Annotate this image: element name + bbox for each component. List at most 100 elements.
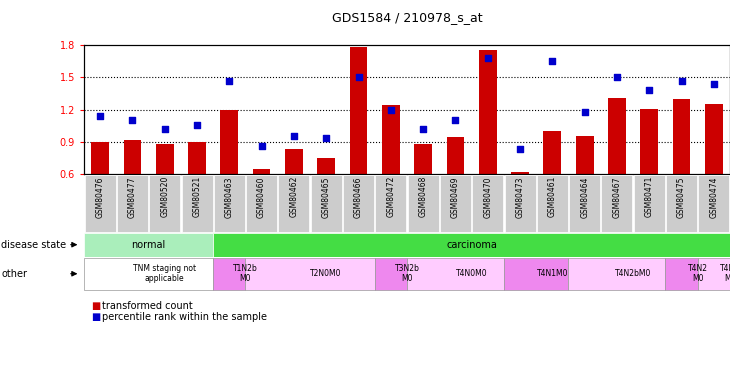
- Text: GSM80520: GSM80520: [160, 176, 169, 218]
- FancyBboxPatch shape: [84, 232, 213, 257]
- Text: normal: normal: [131, 240, 166, 250]
- Text: GSM80476: GSM80476: [96, 176, 104, 218]
- Text: T2N0M0: T2N0M0: [310, 269, 342, 278]
- Text: GSM80521: GSM80521: [193, 176, 201, 218]
- Point: [126, 117, 138, 123]
- Text: GSM80465: GSM80465: [322, 176, 331, 218]
- Text: GSM80464: GSM80464: [580, 176, 589, 218]
- Text: T4N2bM0: T4N2bM0: [615, 269, 651, 278]
- Bar: [91, 142, 109, 174]
- FancyBboxPatch shape: [504, 258, 569, 290]
- FancyBboxPatch shape: [472, 175, 503, 232]
- FancyBboxPatch shape: [602, 175, 632, 232]
- Text: T3N2b
M0: T3N2b M0: [394, 264, 420, 284]
- Text: transformed count: transformed count: [102, 301, 193, 310]
- Text: GSM80466: GSM80466: [354, 176, 363, 218]
- FancyBboxPatch shape: [569, 175, 600, 232]
- Bar: [414, 144, 432, 174]
- Text: GSM80471: GSM80471: [645, 176, 654, 218]
- Point: [579, 109, 591, 115]
- FancyBboxPatch shape: [311, 175, 342, 232]
- Text: GSM80477: GSM80477: [128, 176, 137, 218]
- Point: [450, 117, 461, 123]
- Text: GSM80461: GSM80461: [548, 176, 557, 218]
- FancyBboxPatch shape: [246, 175, 277, 232]
- Text: ■: ■: [91, 312, 101, 322]
- Bar: [511, 172, 529, 174]
- Point: [547, 57, 558, 63]
- Text: GSM80460: GSM80460: [257, 176, 266, 218]
- Text: disease state: disease state: [1, 240, 66, 250]
- Bar: [576, 136, 593, 174]
- Bar: [123, 140, 142, 174]
- Bar: [640, 109, 658, 174]
- Point: [482, 55, 493, 61]
- Point: [385, 106, 396, 112]
- FancyBboxPatch shape: [440, 175, 471, 232]
- Bar: [285, 148, 303, 174]
- Text: GSM80475: GSM80475: [677, 176, 686, 218]
- Point: [159, 126, 171, 132]
- Point: [288, 133, 300, 139]
- FancyBboxPatch shape: [149, 175, 180, 232]
- Point: [676, 78, 688, 84]
- FancyBboxPatch shape: [666, 175, 697, 232]
- FancyBboxPatch shape: [537, 175, 568, 232]
- FancyBboxPatch shape: [375, 175, 407, 232]
- FancyBboxPatch shape: [343, 175, 374, 232]
- Point: [708, 81, 720, 87]
- Text: other: other: [1, 269, 28, 279]
- Bar: [543, 131, 561, 174]
- Bar: [253, 169, 271, 174]
- FancyBboxPatch shape: [698, 258, 730, 290]
- Bar: [382, 105, 400, 174]
- FancyBboxPatch shape: [213, 232, 730, 257]
- Bar: [608, 98, 626, 174]
- Text: GSM80463: GSM80463: [225, 176, 234, 218]
- FancyBboxPatch shape: [407, 258, 504, 290]
- Text: GSM80470: GSM80470: [483, 176, 492, 218]
- Text: GSM80462: GSM80462: [289, 176, 299, 218]
- Text: GSM80472: GSM80472: [386, 176, 396, 218]
- Text: GSM80469: GSM80469: [451, 176, 460, 218]
- Text: GSM80474: GSM80474: [710, 176, 718, 218]
- FancyBboxPatch shape: [699, 175, 729, 232]
- Text: GDS1584 / 210978_s_at: GDS1584 / 210978_s_at: [331, 11, 483, 24]
- Point: [255, 143, 267, 149]
- Bar: [188, 142, 206, 174]
- Bar: [318, 158, 335, 174]
- Text: T1N2b
M0: T1N2b M0: [233, 264, 258, 284]
- Text: T4N0M0: T4N0M0: [456, 269, 488, 278]
- Bar: [479, 50, 496, 174]
- FancyBboxPatch shape: [117, 175, 148, 232]
- Text: GSM80473: GSM80473: [515, 176, 525, 218]
- Text: TNM staging not
applicable: TNM staging not applicable: [133, 264, 196, 284]
- FancyBboxPatch shape: [569, 258, 666, 290]
- Text: T4N1M0: T4N1M0: [537, 269, 568, 278]
- Point: [191, 122, 203, 128]
- FancyBboxPatch shape: [85, 175, 115, 232]
- FancyBboxPatch shape: [84, 258, 213, 290]
- Bar: [350, 47, 367, 174]
- Point: [353, 74, 364, 80]
- FancyBboxPatch shape: [407, 175, 439, 232]
- Point: [611, 74, 623, 80]
- Bar: [705, 104, 723, 174]
- FancyBboxPatch shape: [666, 258, 698, 290]
- FancyBboxPatch shape: [213, 258, 245, 290]
- FancyBboxPatch shape: [182, 175, 212, 232]
- Bar: [447, 136, 464, 174]
- FancyBboxPatch shape: [374, 258, 407, 290]
- Text: percentile rank within the sample: percentile rank within the sample: [102, 312, 267, 322]
- Point: [320, 135, 332, 141]
- Text: T4N2
M0: T4N2 M0: [688, 264, 707, 284]
- Text: GSM80468: GSM80468: [418, 176, 428, 218]
- Point: [643, 87, 655, 93]
- Point: [514, 146, 526, 152]
- Text: ■: ■: [91, 301, 101, 310]
- Point: [418, 126, 429, 132]
- Point: [223, 78, 235, 84]
- Bar: [220, 110, 238, 174]
- FancyBboxPatch shape: [214, 175, 245, 232]
- Bar: [155, 144, 174, 174]
